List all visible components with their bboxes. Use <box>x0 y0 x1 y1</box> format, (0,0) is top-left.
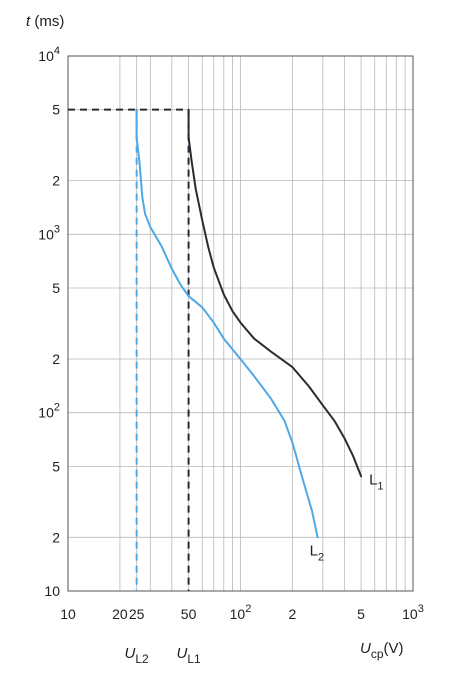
x-tick-label: 2 <box>289 606 297 622</box>
limit-label-l1: UL1 <box>176 645 201 666</box>
x-tick-label: 25 <box>129 606 145 622</box>
y-tick-label: 5 <box>52 280 60 296</box>
series-line-l1 <box>187 108 363 478</box>
series-line-l2 <box>135 108 319 539</box>
x-tick-label: 103 <box>402 603 424 622</box>
x-axis-title: Ucp(V) <box>360 640 404 661</box>
x-tick-labels: 10 20 25 50 102 2 5 103 <box>60 603 424 622</box>
y-tick-label: 102 <box>38 402 60 421</box>
plot-area <box>67 55 414 592</box>
curve-label-l2: L2 <box>310 542 324 563</box>
series-group <box>135 108 363 539</box>
y-tick-label: 10 <box>44 583 60 599</box>
y-tick-label: 2 <box>52 351 60 367</box>
labels: t (ms) Ucp(V) UL1 UL2 L1 L2 <box>26 13 404 666</box>
x-tick-label: 20 <box>112 606 128 622</box>
limit-lines <box>68 108 190 591</box>
y-tick-label: 5 <box>52 458 60 474</box>
x-tick-label: 102 <box>230 603 252 622</box>
y-tick-label: 104 <box>38 45 60 64</box>
limit-label-l2: UL2 <box>125 645 150 666</box>
y-tick-label: 2 <box>52 529 60 545</box>
y-axis-title: t (ms) <box>26 13 64 30</box>
y-tick-label: 2 <box>52 173 60 189</box>
x-tick-label: 10 <box>60 606 76 622</box>
y-tick-label: 103 <box>38 223 60 242</box>
x-tick-label: 50 <box>181 606 197 622</box>
y-tick-label: 5 <box>52 102 60 118</box>
curve-label-l1: L1 <box>369 471 383 492</box>
x-tick-label: 5 <box>357 606 365 622</box>
